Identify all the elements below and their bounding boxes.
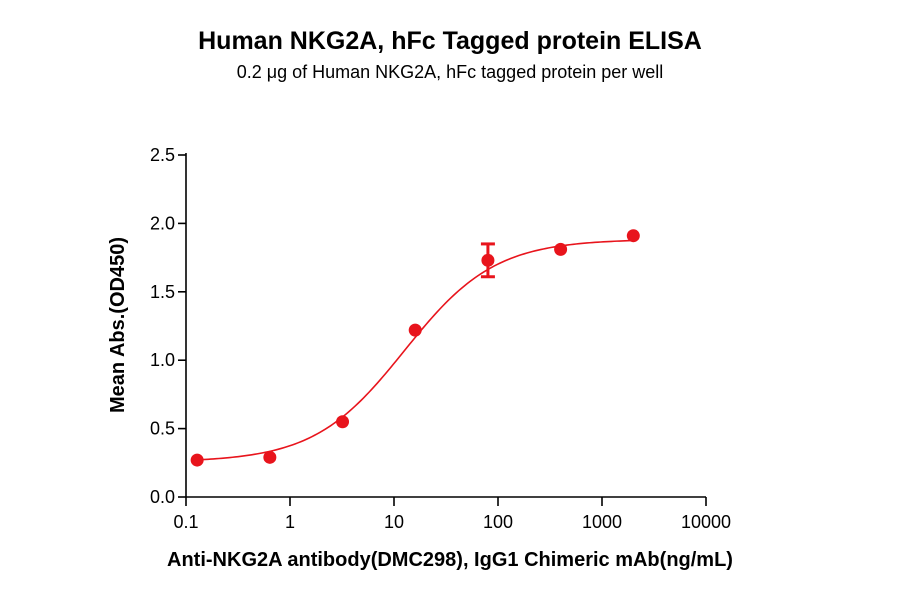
x-tick-label: 0.1 [173, 512, 198, 532]
y-tick-label: 0.0 [150, 487, 175, 507]
x-axis-ticks: 0.1 1 10 100 1000 10000 [173, 497, 731, 532]
fit-curve-line [197, 239, 634, 461]
data-points [190, 229, 640, 467]
x-axis-title: Anti-NKG2A antibody(DMC298), IgG1 Chimer… [167, 549, 733, 571]
y-axis-title: Mean Abs.(OD450) [107, 237, 129, 413]
chart-title: Human NKG2A, hFc Tagged protein ELISA [198, 27, 702, 55]
chart-subtitle: 0.2 μg of Human NKG2A, hFc tagged protei… [237, 62, 664, 82]
data-point [626, 229, 640, 243]
data-point [336, 415, 350, 429]
x-tick-label: 1 [285, 512, 295, 532]
y-tick-label: 2.5 [150, 145, 175, 165]
y-tick-label: 1.5 [150, 282, 175, 302]
x-tick-label: 1000 [582, 512, 622, 532]
y-axis-ticks: 0.0 0.5 1.0 1.5 2.0 2.5 [150, 145, 186, 507]
x-tick-label: 10 [384, 512, 404, 532]
y-tick-label: 1.0 [150, 350, 175, 370]
data-point [190, 453, 204, 467]
data-point [554, 242, 568, 256]
y-tick-label: 0.5 [150, 419, 175, 439]
data-point [263, 450, 277, 464]
y-tick-label: 2.0 [150, 213, 175, 233]
data-point [408, 323, 422, 337]
x-tick-label: 10000 [681, 512, 731, 532]
x-tick-label: 100 [483, 512, 513, 532]
data-point [481, 253, 495, 267]
